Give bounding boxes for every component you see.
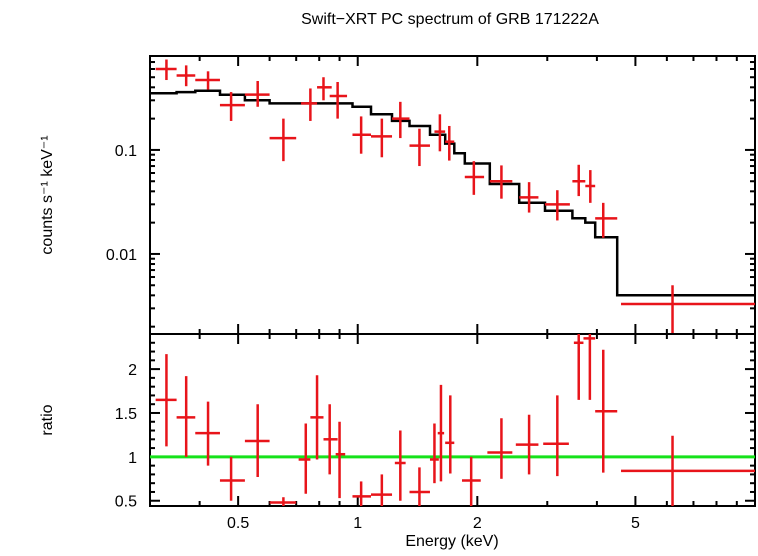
data-point bbox=[437, 384, 445, 482]
data-point bbox=[464, 161, 485, 195]
y-tick-label: 0.5 bbox=[115, 494, 137, 511]
data-point bbox=[371, 474, 393, 506]
data-point bbox=[195, 401, 220, 466]
x-tick-label: 0.5 bbox=[227, 515, 249, 532]
data-point bbox=[317, 77, 332, 101]
y-tick-label: 2 bbox=[128, 362, 137, 379]
data-point bbox=[155, 354, 177, 447]
ratio-x-axis: 0.5 1 2 5 bbox=[149, 334, 756, 532]
data-point bbox=[409, 467, 430, 506]
ratio-frame bbox=[149, 333, 756, 507]
data-point bbox=[371, 118, 393, 158]
data-point bbox=[543, 395, 569, 477]
data-point bbox=[544, 190, 570, 221]
data-point bbox=[487, 418, 513, 479]
data-point bbox=[434, 114, 446, 152]
x-tick-label: 5 bbox=[631, 515, 640, 532]
spectrum-x-ticks bbox=[149, 56, 756, 334]
data-point bbox=[409, 128, 430, 167]
data-point bbox=[445, 395, 455, 474]
data-point bbox=[461, 456, 481, 506]
data-point bbox=[329, 81, 348, 119]
data-point bbox=[244, 80, 270, 107]
data-point bbox=[595, 349, 618, 473]
x-tick-label: 1 bbox=[353, 515, 362, 532]
y-tick-label: 0.1 bbox=[115, 143, 137, 160]
spectrum-frame bbox=[149, 55, 756, 335]
data-point bbox=[621, 285, 755, 334]
data-point bbox=[298, 423, 311, 494]
data-point bbox=[244, 404, 270, 478]
spectrum-data-points bbox=[155, 59, 755, 334]
data-point bbox=[219, 456, 245, 501]
data-point bbox=[155, 59, 177, 81]
data-point bbox=[519, 182, 539, 213]
data-point bbox=[595, 202, 618, 238]
ratio-data-points bbox=[155, 334, 755, 506]
data-point bbox=[335, 421, 346, 499]
data-point bbox=[585, 170, 596, 203]
model-curve bbox=[150, 89, 755, 297]
y-tick-label: 1.5 bbox=[115, 406, 137, 423]
data-point bbox=[394, 430, 406, 501]
data-point bbox=[573, 334, 584, 400]
spectrum-y-axis: 0.1 0.01 bbox=[106, 55, 755, 328]
data-point bbox=[572, 164, 586, 197]
data-point bbox=[429, 423, 439, 484]
ratio-y-label: ratio bbox=[39, 404, 56, 435]
data-point bbox=[219, 92, 245, 121]
x-tick-label: 2 bbox=[473, 515, 482, 532]
chart-title: Swift−XRT PC spectrum of GRB 171222A bbox=[301, 11, 599, 28]
data-point bbox=[301, 88, 318, 121]
data-point bbox=[323, 404, 338, 475]
data-point bbox=[583, 334, 596, 400]
data-point bbox=[352, 116, 372, 154]
data-point bbox=[176, 376, 196, 457]
data-point bbox=[269, 118, 297, 162]
data-point bbox=[515, 414, 539, 475]
spectrum-panel: 0.1 0.01 counts s⁻¹ keV⁻¹ bbox=[39, 55, 756, 335]
spectrum-y-label: counts s⁻¹ keV⁻¹ bbox=[39, 135, 56, 254]
y-tick-label: 0.01 bbox=[106, 247, 137, 264]
data-point bbox=[392, 101, 410, 139]
data-point bbox=[176, 65, 196, 87]
data-point bbox=[621, 435, 755, 506]
model-step-line bbox=[150, 89, 755, 297]
data-point bbox=[310, 375, 324, 460]
ratio-panel: 0.5 1 1.5 2 0.5 1 2 5 ratio bbox=[39, 333, 756, 532]
data-point bbox=[489, 165, 513, 199]
data-point bbox=[445, 125, 455, 161]
data-point bbox=[195, 71, 220, 90]
y-tick-label: 1 bbox=[128, 450, 137, 467]
data-point bbox=[352, 481, 372, 506]
data-point bbox=[269, 497, 297, 506]
x-axis-label: Energy (keV) bbox=[405, 533, 498, 550]
